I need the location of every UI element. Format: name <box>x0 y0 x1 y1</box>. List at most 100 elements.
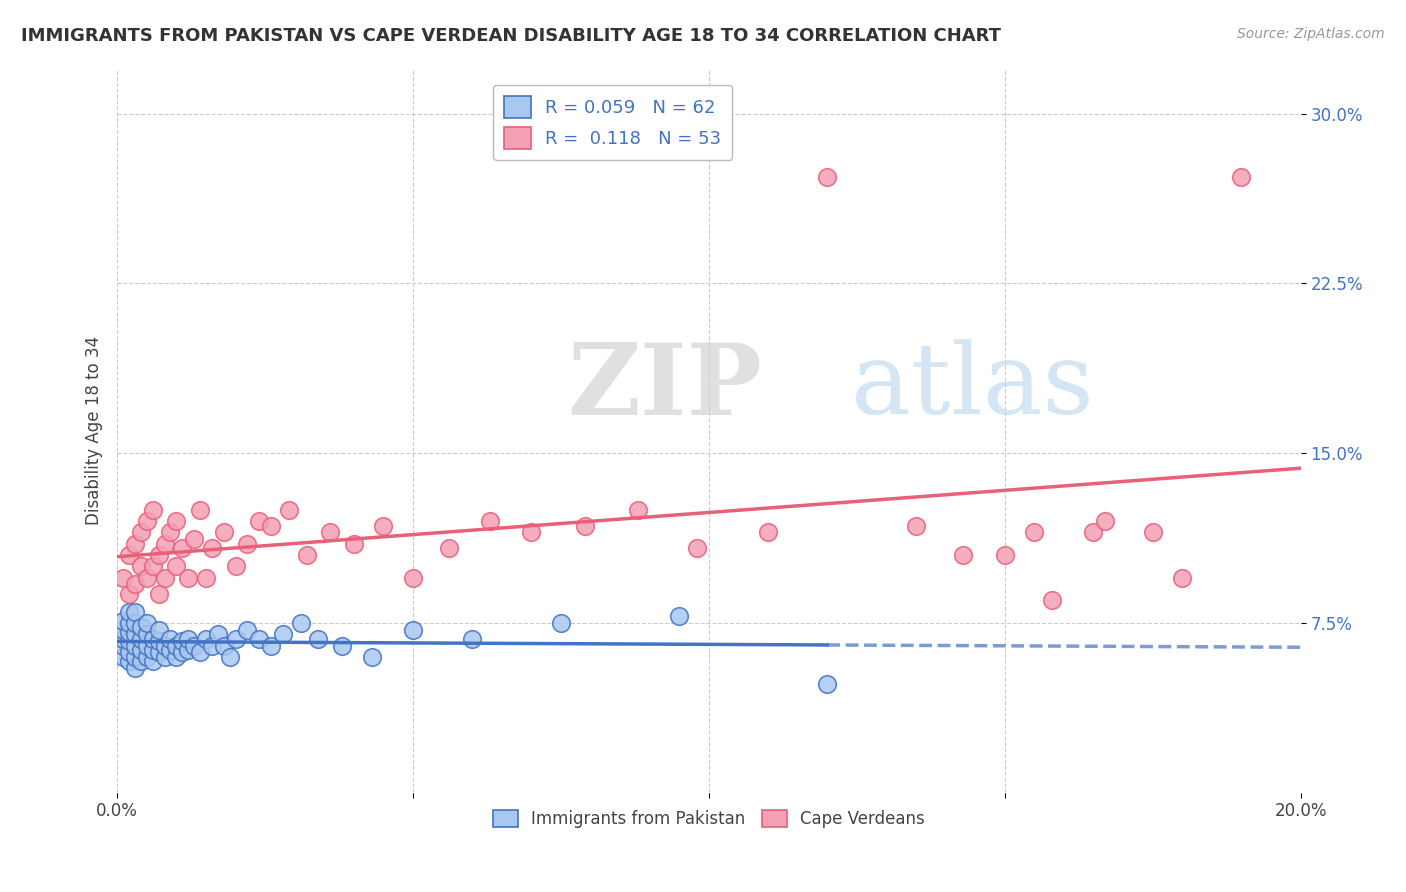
Point <box>124 605 146 619</box>
Point <box>815 677 838 691</box>
Point <box>271 627 294 641</box>
Point <box>194 632 217 646</box>
Point <box>148 623 170 637</box>
Point <box>236 623 259 637</box>
Point <box>437 541 460 556</box>
Point <box>1024 525 1046 540</box>
Point <box>112 571 135 585</box>
Point <box>153 649 176 664</box>
Point <box>225 632 247 646</box>
Point <box>188 645 211 659</box>
Point <box>124 639 146 653</box>
Point <box>627 503 650 517</box>
Point <box>172 634 194 648</box>
Point <box>142 654 165 668</box>
Point <box>260 518 283 533</box>
Point <box>159 632 181 646</box>
Point <box>153 571 176 585</box>
Point <box>307 632 329 646</box>
Point <box>815 170 838 185</box>
Point <box>148 634 170 648</box>
Point <box>360 649 382 664</box>
Legend: Immigrants from Pakistan, Cape Verdeans: Immigrants from Pakistan, Cape Verdeans <box>486 804 932 835</box>
Point <box>124 615 146 630</box>
Point <box>153 639 176 653</box>
Point <box>135 639 157 653</box>
Point <box>183 639 205 653</box>
Point <box>118 634 141 648</box>
Point <box>290 615 312 630</box>
Point <box>904 518 927 533</box>
Text: IMMIGRANTS FROM PAKISTAN VS CAPE VERDEAN DISABILITY AGE 18 TO 34 CORRELATION CHA: IMMIGRANTS FROM PAKISTAN VS CAPE VERDEAN… <box>21 27 1001 45</box>
Point <box>129 632 152 646</box>
Point <box>260 639 283 653</box>
Point <box>129 654 152 668</box>
Point <box>201 639 224 653</box>
Point <box>686 541 709 556</box>
Point <box>118 615 141 630</box>
Point <box>172 541 194 556</box>
Point <box>478 514 501 528</box>
Point <box>135 571 157 585</box>
Point <box>172 645 194 659</box>
Point <box>1040 593 1063 607</box>
Text: Source: ZipAtlas.com: Source: ZipAtlas.com <box>1237 27 1385 41</box>
Point <box>148 548 170 562</box>
Point <box>129 559 152 574</box>
Point <box>112 639 135 653</box>
Point <box>118 654 141 668</box>
Point <box>153 537 176 551</box>
Point <box>201 541 224 556</box>
Point <box>142 632 165 646</box>
Point <box>225 559 247 574</box>
Point <box>247 632 270 646</box>
Y-axis label: Disability Age 18 to 34: Disability Age 18 to 34 <box>86 336 103 525</box>
Point <box>118 586 141 600</box>
Point <box>373 518 395 533</box>
Point <box>319 525 342 540</box>
Text: ZIP: ZIP <box>567 339 762 435</box>
Point <box>112 623 135 637</box>
Point <box>520 525 543 540</box>
Point <box>1230 170 1253 185</box>
Point <box>756 525 779 540</box>
Point <box>118 605 141 619</box>
Point <box>148 645 170 659</box>
Point <box>1083 525 1105 540</box>
Point <box>188 503 211 517</box>
Point <box>212 639 235 653</box>
Point <box>165 639 187 653</box>
Point <box>952 548 974 562</box>
Point <box>177 643 200 657</box>
Point <box>124 649 146 664</box>
Point <box>1142 525 1164 540</box>
Point <box>124 627 146 641</box>
Point <box>165 514 187 528</box>
Point <box>142 559 165 574</box>
Point <box>183 532 205 546</box>
Point <box>129 525 152 540</box>
Point <box>165 559 187 574</box>
Point <box>129 620 152 634</box>
Point <box>135 627 157 641</box>
Point <box>177 571 200 585</box>
Point <box>118 548 141 562</box>
Text: atlas: atlas <box>851 339 1094 435</box>
Point <box>112 632 135 646</box>
Point <box>1094 514 1116 528</box>
Point <box>236 537 259 551</box>
Point <box>135 615 157 630</box>
Point <box>124 577 146 591</box>
Point <box>574 518 596 533</box>
Point <box>212 525 235 540</box>
Point <box>124 661 146 675</box>
Point <box>148 586 170 600</box>
Point <box>994 548 1017 562</box>
Point <box>343 537 366 551</box>
Point <box>118 625 141 640</box>
Point <box>124 537 146 551</box>
Point <box>135 514 157 528</box>
Point <box>129 643 152 657</box>
Point <box>165 649 187 664</box>
Point <box>1171 571 1194 585</box>
